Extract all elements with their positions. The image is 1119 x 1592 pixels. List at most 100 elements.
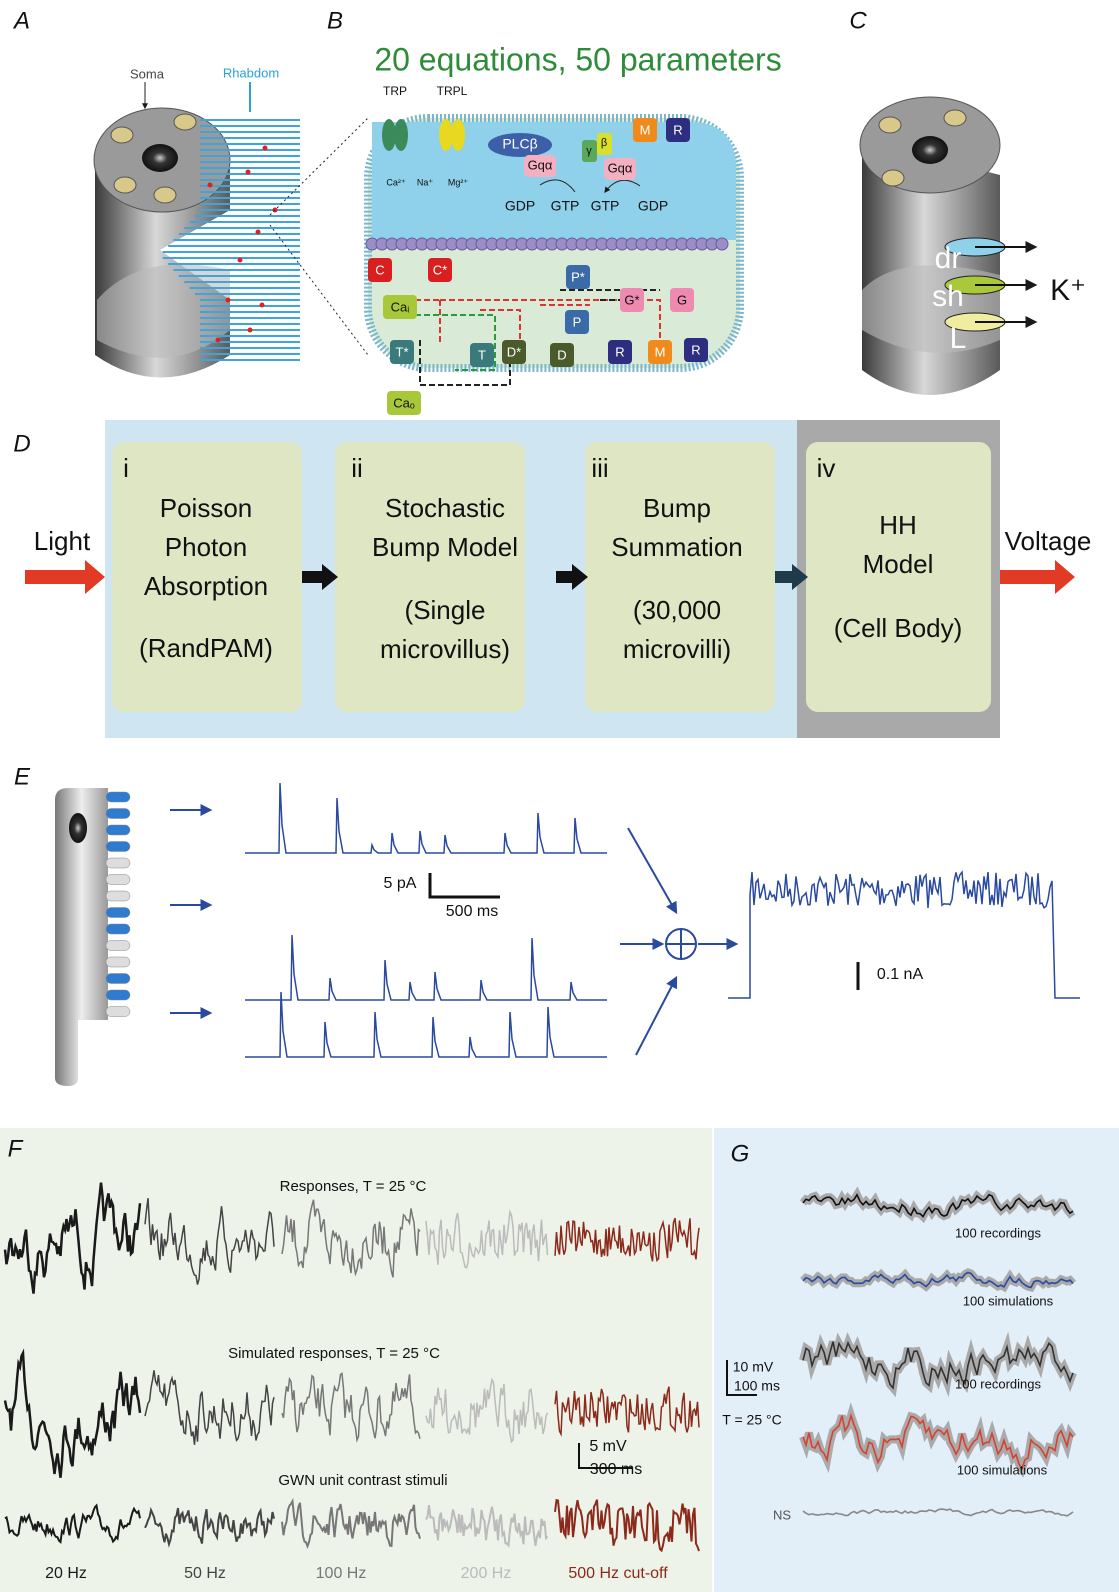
label: Gqα [608, 160, 633, 175]
signalling-diagram [269, 114, 744, 386]
label: γ [586, 145, 592, 157]
panel-label: E [14, 763, 31, 790]
microvillus [105, 857, 131, 869]
label: dr [935, 242, 962, 275]
channel [451, 119, 465, 151]
band-label: 500 Hz cut-off [568, 1565, 668, 1582]
trace [802, 1340, 1074, 1390]
gamma-box [582, 140, 597, 162]
label: 300 ms [590, 1461, 642, 1478]
stage-text: Poisson [160, 493, 253, 523]
microvillus [105, 973, 131, 984]
dot [272, 207, 278, 213]
state-label: Caₒ [393, 395, 415, 410]
beta-box [597, 133, 612, 155]
bump-traces [245, 782, 1080, 1058]
state-label: P* [571, 269, 585, 284]
label: 100 ms [734, 1378, 780, 1394]
dot [215, 337, 221, 343]
stage-text: microvilli) [623, 634, 731, 664]
panel-label: C [849, 7, 867, 34]
trace [281, 1497, 421, 1550]
state-box [608, 340, 632, 364]
dot [255, 229, 261, 235]
gq-box [524, 155, 556, 177]
label: 100 recordings [955, 1376, 1041, 1391]
trace [281, 1372, 421, 1443]
trace [3, 1348, 142, 1478]
trace [802, 1508, 1074, 1517]
label: Mg²⁺ [448, 177, 468, 187]
photoreceptor-sketch [55, 788, 860, 1086]
state-label: G [677, 292, 687, 307]
rhabdom [162, 119, 300, 361]
state-box [648, 340, 672, 364]
dot [245, 169, 251, 175]
bead [715, 237, 729, 251]
stage-text: microvillus) [380, 634, 510, 664]
trace [802, 1271, 1074, 1289]
scale-bar [578, 1443, 633, 1469]
panel-label: A [12, 7, 30, 34]
state-box [666, 118, 690, 142]
state-label: R [615, 344, 624, 359]
state-label: R [691, 342, 700, 357]
stage-text: (RandPAM) [139, 633, 273, 663]
label: L [950, 322, 967, 355]
band-label: 200 Hz [461, 1565, 512, 1582]
state-label: M [640, 122, 651, 137]
label: Voltage [1005, 526, 1092, 556]
dot [225, 297, 231, 303]
state-label: G* [624, 292, 639, 307]
trace [425, 1504, 549, 1548]
bump-trace [245, 991, 607, 1058]
label: sh [932, 280, 964, 313]
label: 10 mV [733, 1359, 774, 1375]
state-box [368, 258, 392, 282]
label: Responses, T = 25 °C [280, 1178, 427, 1195]
label: 100 simulations [963, 1293, 1054, 1308]
band-label: 100 Hz [316, 1565, 367, 1582]
state-box [550, 343, 574, 367]
label: GWN unit contrast stimuli [278, 1472, 447, 1489]
state-box [383, 295, 417, 319]
trace [554, 1498, 700, 1553]
label: Light [34, 526, 91, 556]
label: 100 simulations [957, 1462, 1048, 1477]
trace [281, 1199, 421, 1278]
scale-bar [726, 1360, 757, 1396]
dot [207, 182, 213, 188]
state-box [620, 288, 644, 312]
microvillus [105, 791, 131, 803]
microvillus [105, 874, 131, 885]
band-label: 20 Hz [45, 1565, 87, 1582]
label: GDP [505, 198, 535, 214]
label: Gqα [528, 157, 553, 172]
state-label: C [375, 262, 384, 277]
microvillus [105, 824, 131, 836]
state-box [428, 258, 452, 282]
state-box [387, 391, 421, 415]
label: GTP [591, 198, 620, 214]
panel-label: D [13, 430, 30, 457]
label: Ca²⁺ [386, 177, 406, 187]
trace [144, 1506, 275, 1548]
stage-text: (30,000 [633, 595, 721, 625]
stage-text: Photon [165, 532, 247, 562]
channel [439, 119, 453, 151]
label: 100 recordings [955, 1225, 1041, 1240]
label: GDP [638, 198, 668, 214]
trace [425, 1377, 549, 1444]
voltage-traces [3, 1182, 700, 1553]
label: TRP [383, 84, 407, 98]
stage-text: (Single [405, 595, 486, 625]
microvillus [105, 989, 131, 1001]
summed-trace [728, 870, 1080, 999]
state-box [684, 338, 708, 362]
trace [4, 1503, 141, 1545]
state-label: R [673, 122, 682, 137]
panel-label: F [8, 1135, 24, 1162]
labels: A B C D E F G Soma Rhabdom 20 equations, 50 param… [8, 7, 1092, 1582]
bump-trace [245, 934, 607, 1001]
